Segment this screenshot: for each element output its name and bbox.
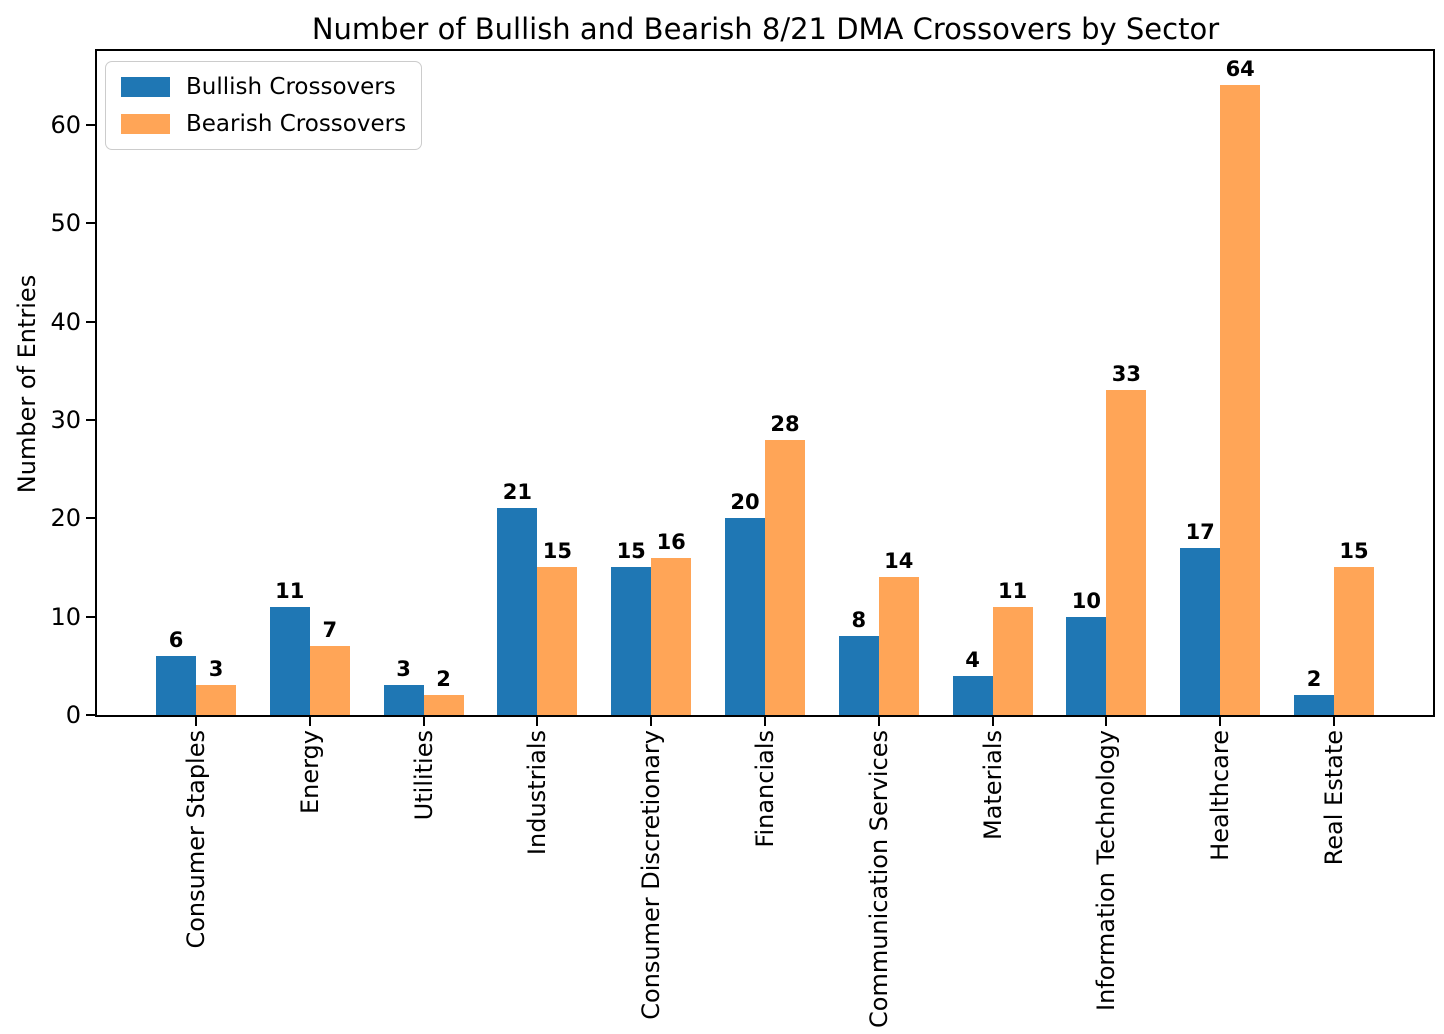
bullish-bar-6: [838, 636, 879, 715]
legend-label: Bearish Crossovers: [186, 111, 407, 137]
bearish-bar-2: [423, 695, 464, 715]
x-tick-label: Consumer Discretionary: [637, 730, 666, 1020]
x-tick-mark: [308, 717, 311, 726]
x-tick-label: Utilities: [409, 730, 438, 821]
bar-value-label: 15: [616, 539, 646, 563]
bar-value-label: 8: [851, 608, 867, 632]
bar-value-label: 2: [1306, 667, 1322, 691]
y-tick-label: 50: [50, 209, 81, 238]
bar-value-label: 11: [997, 579, 1028, 603]
bullish-bar-9: [1180, 548, 1221, 715]
x-tick-mark: [195, 717, 197, 726]
bar-value-label: 64: [1225, 57, 1255, 81]
bar-value-label: 21: [502, 480, 533, 504]
y-tick-mark: [86, 320, 95, 323]
x-tick-mark: [1105, 717, 1108, 726]
bearish-bar-9: [1220, 85, 1261, 715]
bearish-bar-0: [196, 685, 236, 715]
bullish-bar-10: [1294, 695, 1334, 715]
legend-label: Bullish Crossovers: [186, 74, 396, 100]
bullish-bar-0: [156, 656, 196, 715]
legend-entry: Bullish Crossovers: [121, 71, 406, 103]
bar-value-label: 3: [396, 657, 411, 681]
y-tick-mark: [86, 714, 95, 716]
x-tick-mark: [536, 717, 539, 726]
bearish-bar-10: [1334, 567, 1374, 715]
y-tick-label: 40: [50, 307, 81, 336]
y-tick-mark: [86, 123, 95, 126]
bar-value-label: 6: [168, 628, 184, 652]
x-tick-label: Materials: [978, 730, 1007, 841]
chart-title: Number of Bullish and Bearish 8/21 DMA C…: [311, 12, 1220, 46]
bearish-bar-5: [765, 440, 805, 715]
y-tick-label: 0: [65, 701, 81, 729]
x-tick-label: Consumer Staples: [182, 730, 210, 949]
x-tick-mark: [650, 717, 653, 726]
bar-value-label: 14: [884, 549, 914, 573]
x-tick-mark: [991, 717, 994, 726]
bullish-bar-8: [1066, 617, 1107, 715]
bar-value-label: 10: [1071, 589, 1102, 613]
bearish-bar-4: [651, 558, 692, 715]
x-tick-mark: [877, 717, 880, 726]
x-tick-mark: [764, 717, 766, 726]
bar-value-label: 17: [1185, 520, 1215, 544]
bullish-bar-7: [952, 676, 993, 715]
x-tick-label: Real Estate: [1320, 730, 1348, 866]
y-tick-mark: [86, 517, 95, 520]
y-tick-label: 10: [50, 602, 81, 631]
x-tick-label: Healthcare: [1206, 730, 1235, 861]
y-tick-label: 20: [50, 504, 81, 533]
bearish-bar-6: [878, 577, 919, 715]
bar-value-label: 4: [965, 648, 980, 672]
legend: Bullish Crossovers Bearish Crossovers: [105, 61, 423, 150]
x-tick-mark: [1219, 717, 1222, 726]
y-tick-mark: [86, 615, 95, 618]
y-tick-label: 60: [50, 110, 81, 139]
bearish-bar-8: [1106, 390, 1147, 715]
bar-value-label: 20: [730, 490, 760, 514]
bullish-bar-3: [497, 508, 538, 715]
bullish-bar-2: [383, 685, 424, 715]
bar-value-label: 16: [656, 530, 686, 554]
bearish-bar-1: [309, 646, 350, 715]
bar-value-label: 7: [322, 618, 338, 642]
x-tick-mark: [422, 717, 425, 726]
legend-swatch: [121, 114, 170, 134]
bar-value-label: 11: [275, 579, 305, 603]
bar-value-label: 33: [1111, 362, 1142, 386]
bullish-bar-1: [269, 607, 310, 715]
bar-value-label: 3: [208, 657, 224, 681]
bearish-bar-3: [537, 567, 578, 715]
legend-entry: Bearish Crossovers: [121, 108, 406, 140]
y-tick-mark: [86, 222, 95, 225]
x-tick-label: Industrials: [523, 730, 552, 856]
bar-value-label: 15: [1339, 539, 1369, 563]
x-tick-label: Financials: [751, 730, 779, 848]
x-tick-label: Energy: [295, 730, 324, 815]
y-tick-mark: [86, 418, 95, 421]
bar-value-label: 15: [542, 539, 573, 563]
legend-swatch: [121, 77, 170, 97]
x-tick-mark: [1333, 717, 1335, 726]
bar-value-label: 2: [436, 667, 451, 691]
y-tick-label: 30: [50, 405, 81, 434]
bearish-bar-7: [992, 607, 1033, 715]
x-tick-label: Information Technology: [1092, 730, 1121, 1011]
x-tick-label: Communication Services: [864, 730, 893, 1028]
bullish-bar-5: [725, 518, 765, 715]
bullish-bar-4: [611, 567, 652, 715]
bar-value-label: 28: [770, 412, 800, 436]
